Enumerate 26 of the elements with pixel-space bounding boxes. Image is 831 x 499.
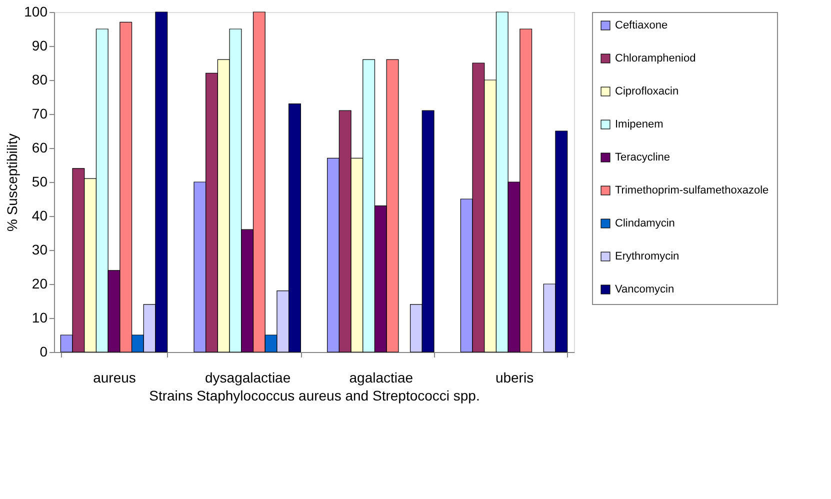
x-tick-label: dysagalactiae [205,370,291,386]
y-tick-label: 100 [24,4,48,20]
legend-label: Chlorampheniod [615,52,696,64]
y-tick-label: 30 [32,242,48,258]
y-tick-label: 60 [32,140,48,156]
x-tick-label: agalactiae [349,370,414,386]
x-tick-label: aureus [93,370,136,386]
y-tick-label: 90 [32,38,48,54]
y-tick-label: 70 [32,106,48,122]
legend-label: Trimethoprim-sulfamethoxazole [615,184,769,196]
legend-label: Vancomycin [615,284,674,296]
x-axis-title: Strains Staphylococcus aureus and Streptococci spp. [149,388,480,404]
legend-label: Ciprofloxacin [615,86,679,98]
legend-label: Erythromycin [615,250,680,262]
y-tick-label: 50 [32,174,48,190]
legend-label: Ceftiaxone [615,20,668,32]
y-tick-label: 0 [40,344,48,360]
y-axis-title: % Susceptibility [4,133,20,232]
y-tick-label: 40 [32,208,48,224]
legend-label: Imipenem [615,118,664,130]
legend-label: Clindamycin [615,218,675,230]
y-tick-label: 10 [32,310,48,326]
y-tick-label: 20 [32,276,48,292]
legend-label: Teracycline [615,152,670,164]
x-tick-label: uberis [495,370,534,386]
y-tick-label: 80 [32,72,48,88]
